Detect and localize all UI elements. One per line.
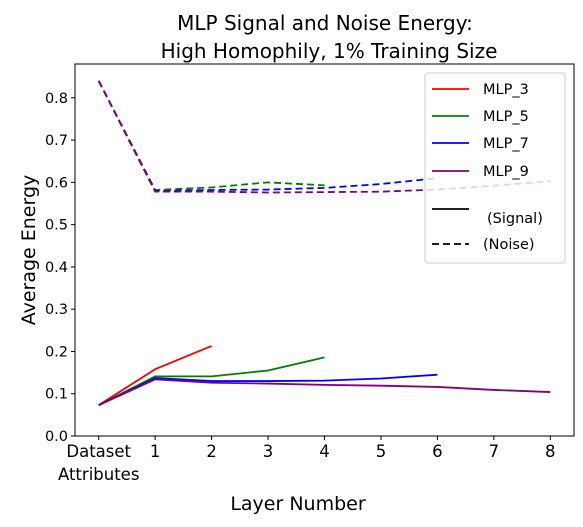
x-axis-label: Layer Number	[230, 493, 366, 515]
x-tick-label: 1	[150, 442, 161, 461]
y-tick-label: 0.8	[45, 91, 68, 107]
series-mlp-3-noise-line	[97, 80, 212, 193]
x-tick-label: 8	[545, 442, 556, 461]
y-tick-label: 0.3	[45, 302, 68, 318]
y-tick-label: 0.0	[45, 429, 68, 445]
x-tick-label: 6	[432, 442, 443, 461]
legend-label-signal: (Signal)	[487, 211, 543, 227]
y-tick-label: 0.2	[45, 344, 68, 360]
x-axis-ticks: Dataset Attributes 1 2 3 4 5 6 7 8	[58, 436, 556, 484]
series-mlp-5-signal-line	[98, 356, 325, 406]
x-tick-label: 3	[263, 442, 274, 461]
series-mlp-5-noise-line	[97, 80, 325, 191]
legend-label-noise: (Noise)	[483, 237, 535, 253]
x-tick-label: 4	[319, 442, 330, 461]
series-mlp-7-noise-line	[97, 80, 438, 192]
x-tick-label-line-2: Attributes	[58, 465, 139, 484]
y-tick-label: 0.6	[45, 175, 68, 191]
series-mlp-7-signal-line	[98, 373, 438, 406]
chart-title-line-1: MLP Signal and Noise Energy:	[177, 11, 473, 35]
legend-label-mlp-7: MLP_7	[483, 136, 529, 152]
legend-label-mlp-5: MLP_5	[483, 109, 529, 125]
x-tick-label: 5	[376, 442, 387, 461]
y-tick-label: 0.1	[45, 387, 68, 403]
legend-label-mlp-3: MLP_3	[483, 82, 529, 98]
legend-label-mlp-9: MLP_9	[483, 164, 529, 180]
y-axis-label: Average Energy	[18, 175, 40, 326]
y-axis-ticks: 0.0 0.1 0.2 0.3 0.4 0.5 0.6 0.7 0.8	[45, 91, 75, 445]
y-tick-label: 0.4	[45, 260, 68, 276]
legend: MLP_3 MLP_5 MLP_7 MLP_9 (Signal) (Noise)	[424, 72, 566, 264]
series-mlp-3-signal-line	[98, 345, 212, 406]
y-tick-label: 0.7	[45, 133, 68, 149]
y-tick-label: 0.5	[45, 218, 68, 234]
x-tick-label: 2	[206, 442, 217, 461]
x-tick-label: Dataset	[66, 442, 131, 461]
series-mlp-9-signal-line	[98, 378, 551, 406]
chart-title-line-2: High Homophily, 1% Training Size	[161, 39, 498, 63]
legend-frame	[424, 72, 566, 264]
x-tick-label: 7	[489, 442, 500, 461]
